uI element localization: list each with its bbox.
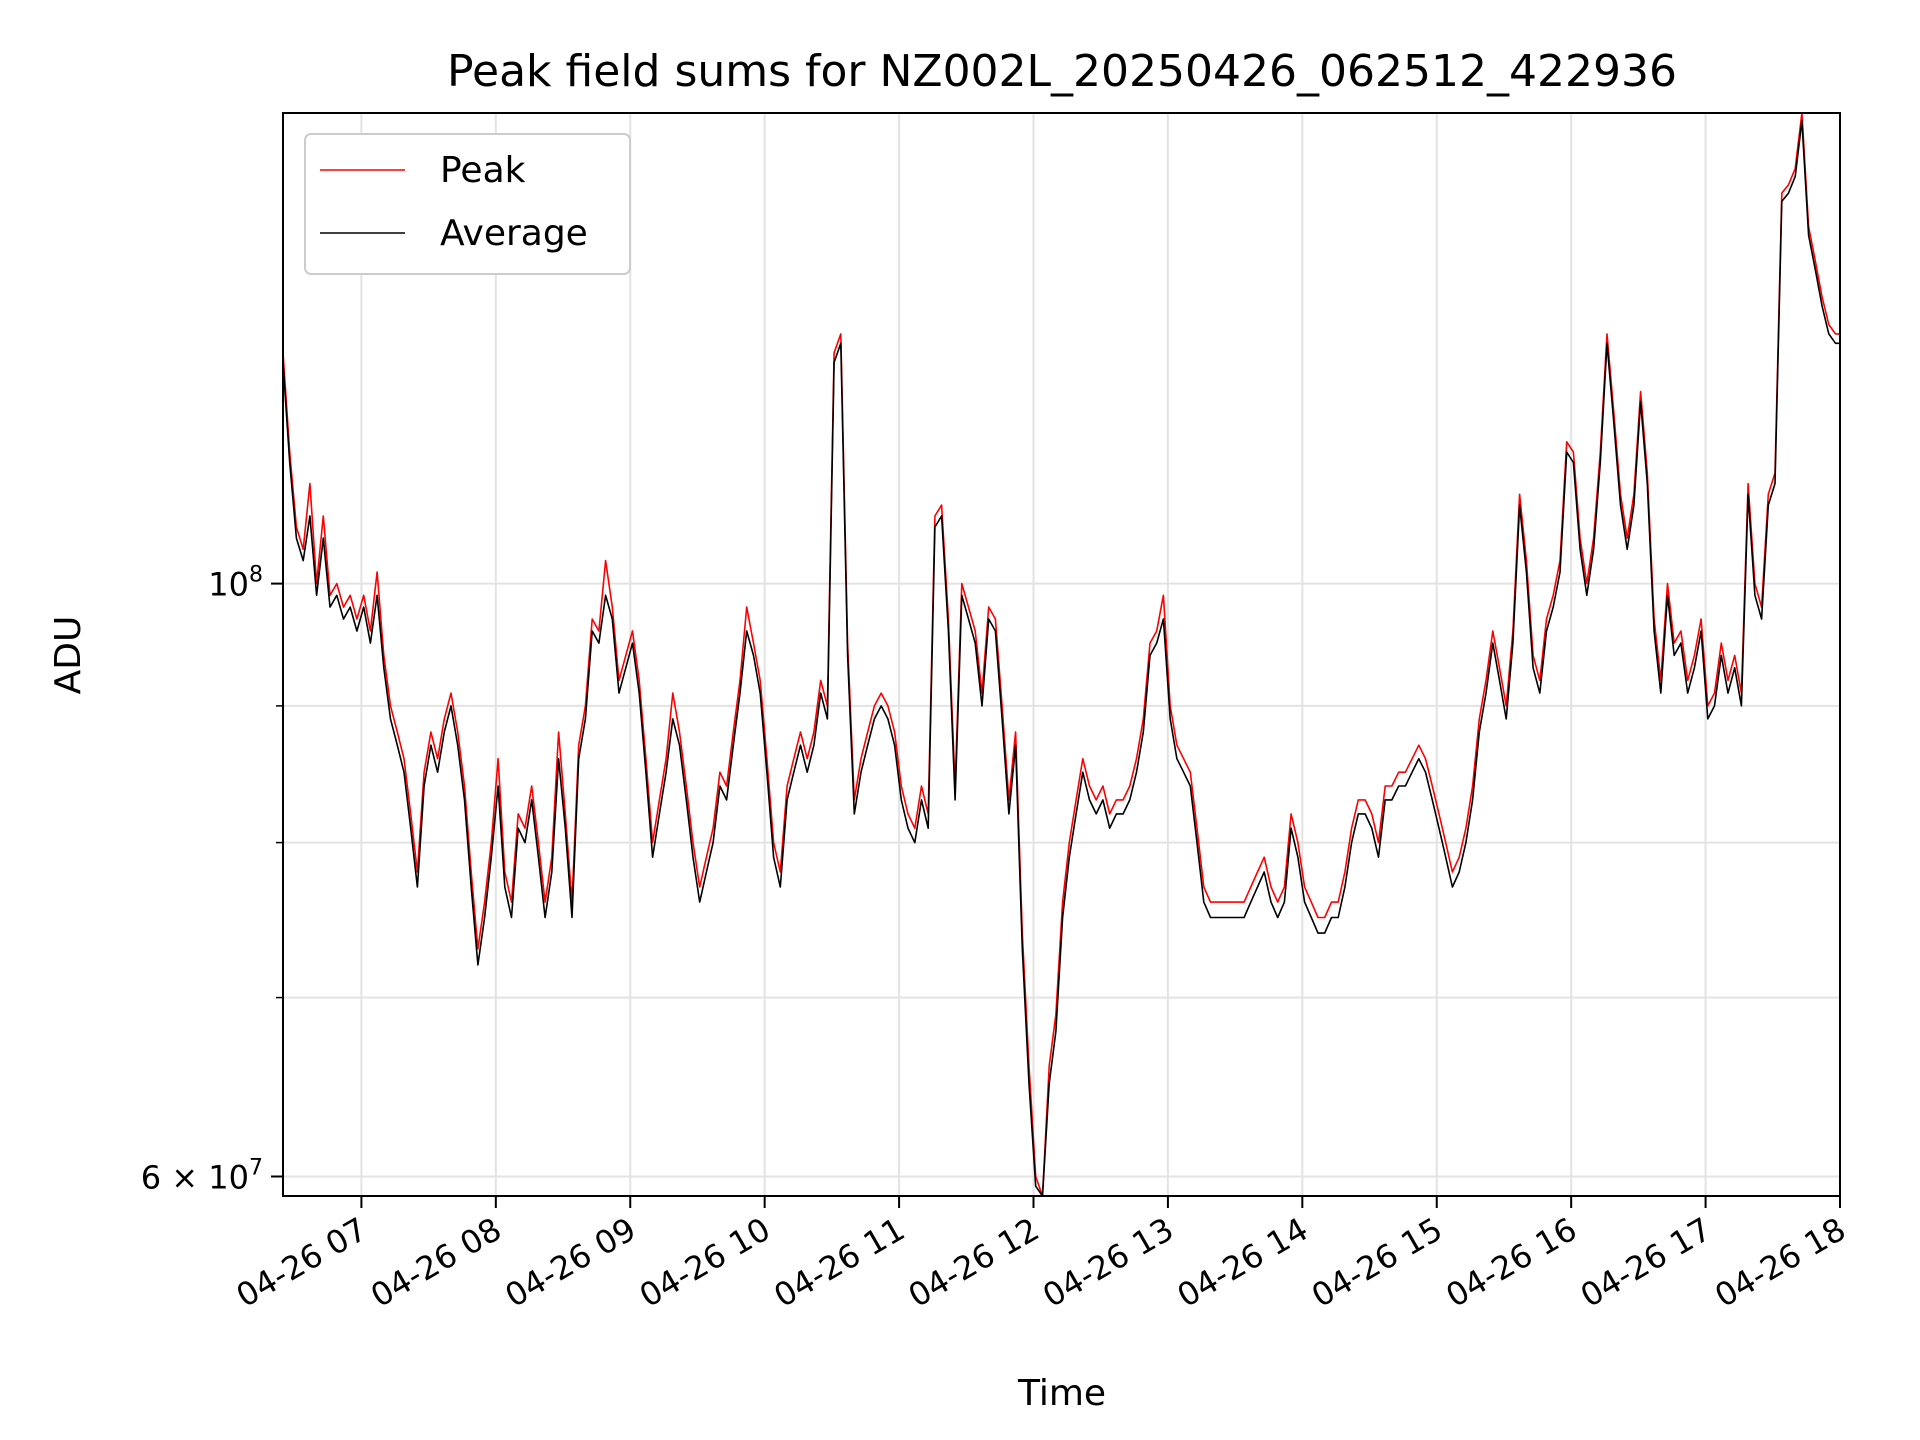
plot-frame: [282, 112, 1841, 1197]
x-axis-label: Time: [1017, 1373, 1106, 1414]
y-axis-label: ADU: [48, 616, 89, 695]
y-tick-label: 6 × 107: [141, 1155, 263, 1196]
legend-box: [304, 133, 631, 275]
series-lines: [282, 112, 1840, 1197]
legend-label-average: Average: [440, 213, 588, 254]
series-line-average: [282, 120, 1840, 1197]
chart-title: Peak field sums for NZ002L_20250426_0625…: [447, 46, 1677, 97]
legend-label-peak: Peak: [440, 150, 526, 191]
legend: Peak Average: [304, 133, 631, 275]
series-line-peak: [282, 112, 1840, 1197]
